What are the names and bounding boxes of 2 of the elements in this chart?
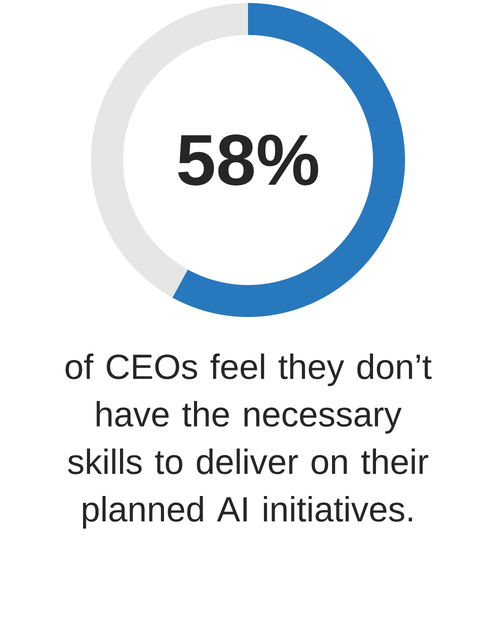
data-label: 58% (178, 134, 318, 186)
text: of CEOs feel they don’t have the necessary skills to deliver on their planned AI initiatives. (66, 354, 432, 529)
